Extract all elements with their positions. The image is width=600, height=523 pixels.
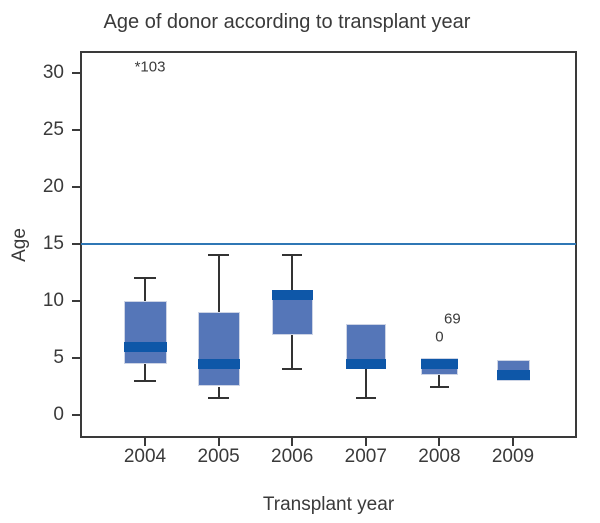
lower-whisker-cap-2006 [281, 368, 303, 371]
y-tick-mark [72, 129, 80, 131]
box-2005 [197, 312, 240, 387]
outlier-label: *103 [134, 58, 166, 76]
lower-whisker-line-2006 [291, 335, 294, 370]
lower-whisker-cap-2005 [208, 396, 230, 399]
median-line-2009 [496, 370, 530, 381]
upper-whisker-line-2004 [144, 278, 146, 301]
x-tick-label: 2009 [491, 446, 535, 467]
median-line-2006 [271, 289, 313, 300]
x-tick-mark [512, 438, 514, 446]
x-tick-label: 2004 [123, 446, 167, 467]
median-line-2005 [197, 358, 240, 369]
y-tick-label: 15 [42, 233, 64, 254]
x-tick-mark [144, 438, 146, 446]
upper-whisker-cap-2005 [208, 254, 230, 257]
y-tick-mark [72, 300, 80, 302]
x-tick-label: 2008 [418, 446, 461, 467]
lower-whisker-line-2005 [217, 386, 220, 398]
upper-whisker-cap-2006 [281, 254, 303, 257]
y-tick-mark [72, 72, 80, 74]
y-tick-mark [72, 243, 80, 245]
reference-line [81, 243, 576, 245]
outlier-label: 0 [435, 328, 444, 346]
chart-title: Age of donor according to transplant yea… [103, 11, 471, 33]
lower-whisker-cap-2008 [430, 385, 449, 388]
box-2004 [123, 301, 167, 364]
x-tick-mark [217, 438, 220, 446]
lower-whisker-cap-2007 [355, 396, 376, 399]
x-tick-label: 2007 [344, 446, 387, 467]
lower-whisker-cap-2004 [134, 379, 156, 382]
lower-whisker-line-2007 [364, 369, 367, 398]
y-tick-mark [72, 414, 80, 416]
upper-whisker-line-2005 [217, 255, 220, 313]
y-tick-label: 25 [42, 119, 64, 140]
outlier-label: 69 [444, 310, 461, 328]
y-tick-mark [72, 357, 80, 359]
x-tick-label: 2005 [197, 446, 240, 467]
y-tick-mark [72, 186, 80, 188]
lower-whisker-line-2008 [438, 375, 441, 387]
x-tick-mark [364, 438, 367, 446]
upper-whisker-cap-2004 [134, 277, 156, 280]
y-tick-label: 10 [42, 290, 64, 311]
median-line-2008 [420, 358, 458, 369]
x-tick-label: 2006 [271, 446, 314, 467]
y-tick-label: 20 [42, 176, 64, 197]
x-tick-mark [291, 438, 294, 446]
x-tick-mark [438, 438, 441, 446]
x-axis-title: Transplant year [262, 494, 395, 515]
lower-whisker-line-2004 [144, 363, 146, 381]
median-line-2004 [123, 341, 167, 352]
upper-whisker-line-2006 [291, 255, 294, 290]
y-tick-label: 0 [53, 404, 64, 425]
y-tick-label: 5 [53, 347, 64, 368]
median-line-2007 [345, 358, 386, 369]
y-tick-label: 30 [42, 62, 64, 83]
